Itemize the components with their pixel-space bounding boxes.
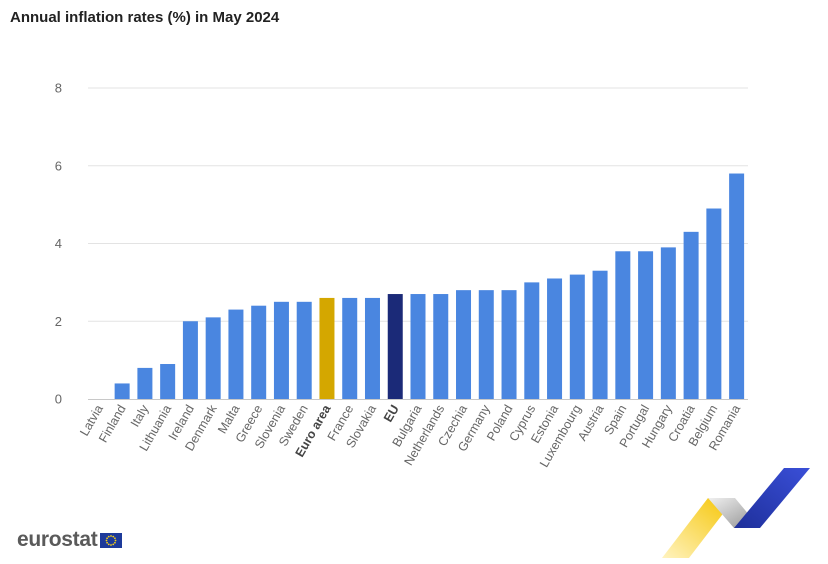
bar-belgium[interactable] — [706, 208, 722, 399]
bar-ireland[interactable] — [182, 321, 198, 399]
eu-flag-icon — [100, 532, 123, 548]
chart-title: Annual inflation rates (%) in May 2024 — [10, 9, 280, 26]
decorative-ribbon — [662, 468, 810, 558]
bar-cyprus[interactable] — [524, 282, 540, 399]
bar-croatia[interactable] — [683, 231, 699, 399]
y-tick-label: 2 — [55, 314, 62, 329]
bar-czechia[interactable] — [456, 290, 472, 399]
bar-france[interactable] — [342, 297, 358, 399]
bar-hungary[interactable] — [660, 247, 676, 399]
bar-slovenia[interactable] — [273, 301, 289, 399]
bars — [114, 173, 745, 399]
bar-greece[interactable] — [251, 305, 267, 399]
bar-lithuania[interactable] — [160, 364, 176, 399]
y-tick-label: 8 — [55, 81, 62, 96]
bar-luxembourg[interactable] — [569, 274, 585, 399]
bar-malta[interactable] — [228, 309, 244, 399]
bar-germany[interactable] — [478, 290, 494, 399]
y-tick-label: 4 — [55, 236, 62, 251]
bar-denmark[interactable] — [205, 317, 221, 399]
y-tick-label: 6 — [55, 158, 62, 173]
y-tick-label: 0 — [55, 392, 62, 407]
bar-netherlands[interactable] — [433, 294, 449, 399]
x-tick-label: EU — [381, 403, 402, 425]
y-axis-ticks: 0 2 4 6 8 — [55, 81, 62, 407]
bar-eu[interactable] — [387, 294, 403, 399]
eurostat-logo: eurostat — [17, 528, 123, 552]
bar-austria[interactable] — [592, 270, 608, 399]
bar-romania[interactable] — [729, 173, 745, 399]
bar-finland[interactable] — [114, 383, 130, 399]
bar-estonia[interactable] — [547, 278, 563, 399]
bar-italy[interactable] — [137, 367, 153, 399]
bar-portugal[interactable] — [638, 251, 654, 399]
bar-poland[interactable] — [501, 290, 517, 399]
logo-text: eurostat — [17, 528, 98, 551]
bar-euro-area[interactable] — [319, 297, 335, 399]
bar-sweden[interactable] — [296, 301, 312, 399]
bar-slovakia[interactable] — [364, 297, 380, 399]
bar-bulgaria[interactable] — [410, 294, 426, 399]
bar-spain[interactable] — [615, 251, 631, 399]
